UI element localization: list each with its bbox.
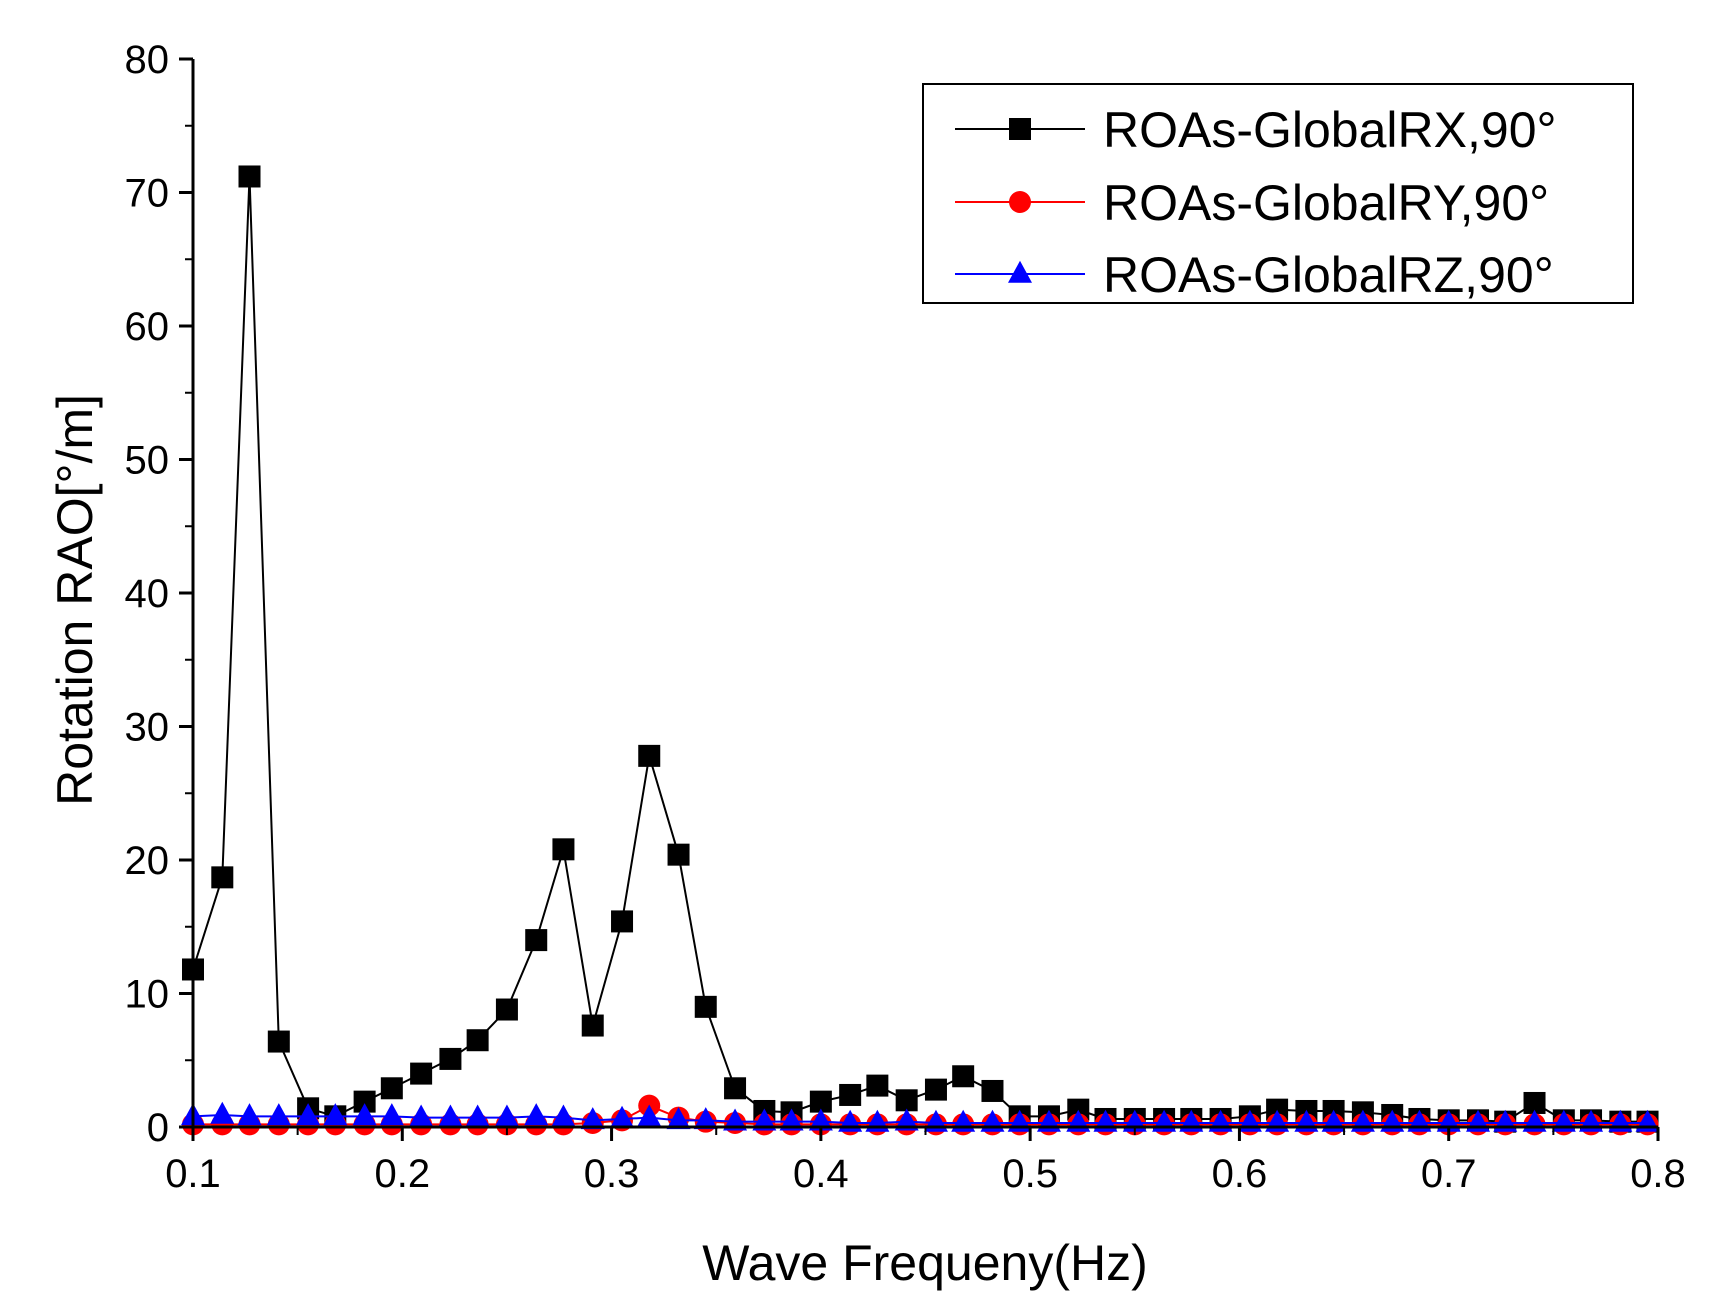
data-point: [410, 1062, 433, 1085]
data-point: [237, 1103, 262, 1126]
y-tick-label: 30: [125, 706, 170, 750]
data-point: [267, 1030, 290, 1053]
data-point: [693, 1107, 718, 1130]
x-tick-label: 0.4: [793, 1152, 849, 1196]
data-point: [866, 1074, 889, 1097]
data-point: [524, 1103, 549, 1126]
y-tick-label: 40: [125, 572, 170, 616]
data-point: [779, 1108, 804, 1131]
x-tick-label: 0.1: [165, 1152, 221, 1196]
data-point: [637, 1104, 662, 1127]
x-tick-label: 0.5: [1002, 1152, 1058, 1196]
legend-marker: [1008, 260, 1032, 283]
data-point: [809, 1090, 832, 1113]
data-point: [495, 998, 518, 1021]
data-point: [266, 1103, 291, 1126]
data-point: [752, 1108, 777, 1131]
data-point: [380, 1077, 403, 1100]
legend-item: ROAs-GlobalRY,90°: [955, 175, 1549, 231]
data-point: [352, 1103, 377, 1126]
data-point: [494, 1104, 519, 1127]
series-line: [193, 1104, 1648, 1126]
x-tick-label: 0.2: [374, 1152, 430, 1196]
data-point: [981, 1079, 1004, 1102]
x-tick-label: 0.3: [584, 1152, 640, 1196]
data-point: [580, 1107, 605, 1130]
data-point: [924, 1078, 947, 1101]
legend: ROAs-GlobalRX,90° ROAs-GlobalRY,90° ROAs-G…: [922, 83, 1634, 304]
legend-marker: [1009, 191, 1031, 213]
legend-item: ROAs-GlobalRZ,90°: [955, 247, 1554, 303]
data-point: [667, 843, 690, 866]
data-point: [551, 1104, 576, 1127]
x-tick-label: 0.8: [1630, 1152, 1686, 1196]
data-point: [353, 1090, 376, 1113]
data-point: [238, 165, 261, 188]
data-point: [1523, 1091, 1546, 1114]
legend-items: ROAs-GlobalRX,90° ROAs-GlobalRY,90° ROAs-G…: [955, 102, 1557, 303]
data-point: [466, 1029, 489, 1052]
data-point: [296, 1103, 321, 1126]
data-point: [409, 1104, 434, 1127]
data-point: [694, 995, 717, 1018]
data-point: [525, 929, 548, 952]
x-axis-title: Wave Frequeny(Hz): [702, 1235, 1147, 1291]
data-point: [438, 1104, 463, 1127]
legend-box: [922, 83, 1634, 304]
legend-item: ROAs-GlobalRX,90°: [955, 102, 1557, 158]
data-point: [723, 1108, 748, 1131]
data-point: [638, 744, 661, 767]
y-tick-label: 50: [125, 439, 170, 483]
legend-label: ROAs-GlobalRZ,90°: [1103, 247, 1554, 303]
data-point: [323, 1103, 348, 1126]
y-tick-label: 60: [125, 305, 170, 349]
data-point: [581, 1014, 604, 1037]
data-point: [724, 1077, 747, 1100]
data-point: [952, 1065, 975, 1088]
data-point: [895, 1089, 918, 1112]
x-tick-label: 0.7: [1421, 1152, 1477, 1196]
data-point: [666, 1107, 691, 1130]
x-tick-label: 0.6: [1212, 1152, 1268, 1196]
data-point: [211, 866, 234, 889]
data-point: [465, 1104, 490, 1127]
legend-label: ROAs-GlobalRX,90°: [1103, 102, 1557, 158]
series-line: [192, 176, 1648, 1123]
data-point: [439, 1047, 462, 1070]
data-point: [611, 910, 634, 933]
y-tick-label: 80: [125, 38, 170, 82]
y-tick-label: 0: [147, 1106, 169, 1150]
data-point: [808, 1108, 833, 1131]
legend-label: ROAs-GlobalRY,90°: [1103, 175, 1549, 231]
data-point: [210, 1101, 235, 1124]
data-point: [610, 1105, 635, 1128]
legend-marker: [1009, 118, 1031, 140]
data-point: [894, 1108, 919, 1131]
data-point: [379, 1103, 404, 1126]
y-axis-title: Rotation RAO[°/m]: [47, 394, 103, 806]
ticks-layer: 0.1 0.2 0.3 0.4 0.5 0.6 0.7 0.8 0 10 20 30 40 50 60 70 8…: [125, 38, 1686, 1196]
data-point: [839, 1083, 862, 1106]
series-line: [192, 1113, 1648, 1124]
y-tick-label: 70: [125, 172, 170, 216]
data-point: [552, 838, 575, 861]
y-tick-label: 20: [125, 839, 170, 883]
y-tick-label: 10: [125, 973, 170, 1017]
